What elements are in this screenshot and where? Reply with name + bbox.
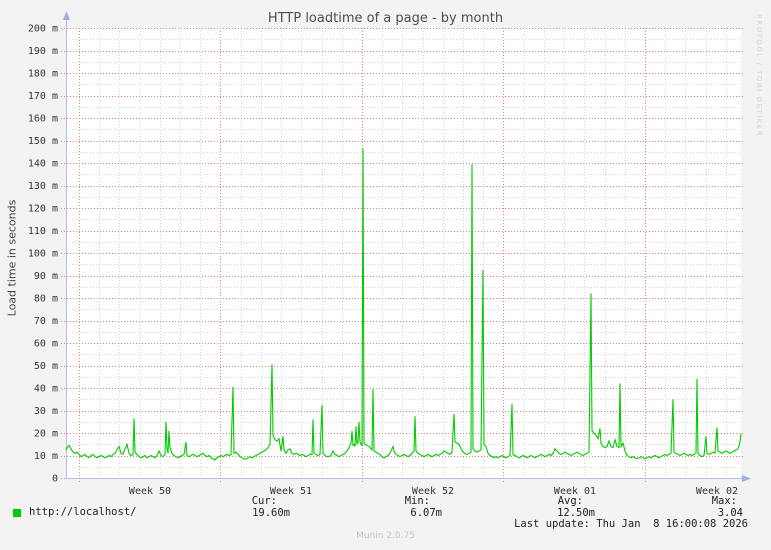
y-tick-label: 20 m bbox=[34, 429, 58, 440]
y-tick-label: 130 m bbox=[28, 181, 58, 192]
x-tick-label: Week 52 bbox=[412, 486, 454, 497]
x-tick-label: Week 01 bbox=[554, 486, 596, 497]
stat-min-label: Min: bbox=[404, 495, 430, 507]
y-tick-label: 30 m bbox=[34, 406, 58, 417]
stat-avg-label: Avg: bbox=[557, 495, 583, 507]
y-tick-label: 140 m bbox=[28, 159, 58, 170]
y-tick-label: 60 m bbox=[34, 339, 58, 350]
y-tick-label: 110 m bbox=[28, 226, 58, 237]
stat-max-value: 3.04 bbox=[717, 507, 743, 519]
stat-cur-value: 19.60m bbox=[252, 507, 290, 519]
munin-version: Munin 2.0.75 bbox=[356, 531, 415, 541]
y-tick-label: 80 m bbox=[34, 294, 58, 305]
y-tick-label: 150 m bbox=[28, 136, 58, 147]
y-tick-label: 0 bbox=[52, 474, 58, 485]
last-update: Last update: Thu Jan 8 16:00:08 2026 bbox=[514, 518, 748, 530]
y-tick-label: 50 m bbox=[34, 361, 58, 372]
y-tick-label: 100 m bbox=[28, 249, 58, 260]
y-tick-label: 90 m bbox=[34, 271, 58, 282]
stat-min-value: 6.07m bbox=[410, 507, 442, 519]
y-tick-label: 190 m bbox=[28, 46, 58, 57]
y-tick-label: 70 m bbox=[34, 316, 58, 327]
y-tick-label: 200 m bbox=[28, 24, 58, 35]
y-tick-label: 120 m bbox=[28, 204, 58, 215]
stat-cur-label: Cur: bbox=[251, 495, 277, 507]
loadtime-line bbox=[65, 148, 742, 461]
x-tick-label: Week 02 bbox=[696, 486, 738, 497]
x-tick-label: Week 51 bbox=[270, 486, 312, 497]
y-tick-label: 10 m bbox=[34, 451, 58, 462]
legend-swatch bbox=[13, 509, 21, 517]
rrdtool-watermark: RRDTOOL / TOBI OETIKER bbox=[755, 14, 763, 138]
page-title: HTTP loadtime of a page - by month bbox=[267, 11, 504, 26]
y-tick-label: 170 m bbox=[28, 91, 58, 102]
stat-avg-value: 12.50m bbox=[557, 507, 595, 519]
y-tick-label: 180 m bbox=[28, 69, 58, 80]
y-tick-label: 160 m bbox=[28, 114, 58, 125]
x-tick-label: Week 50 bbox=[129, 486, 171, 497]
legend-label: http://localhost/ bbox=[29, 506, 137, 518]
stat-max-label: Max: bbox=[711, 495, 737, 507]
y-tick-label: 40 m bbox=[34, 384, 58, 395]
